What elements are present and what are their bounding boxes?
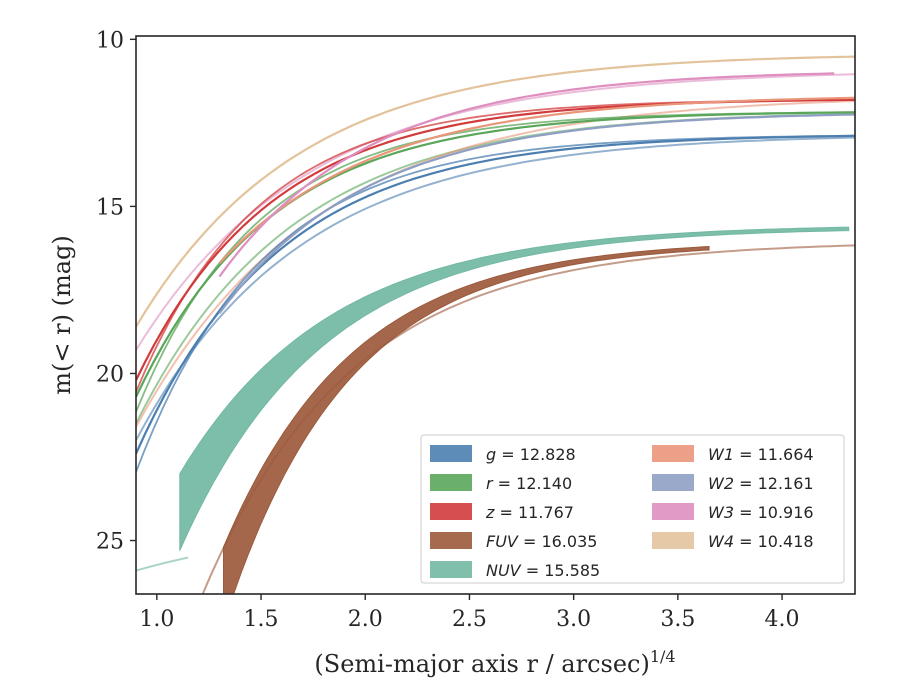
legend-frame — [420, 434, 845, 584]
legend-label-z: z = 11.767 — [485, 503, 574, 522]
y-tick-label: 10 — [96, 28, 124, 53]
x-tick-label: 4.0 — [765, 607, 800, 632]
legend-swatch-w1 — [652, 445, 694, 462]
series-line-w1 — [218, 96, 855, 264]
series-line-w3 — [218, 72, 835, 278]
legend-swatch-w2 — [652, 474, 694, 491]
legend: g = 12.828 r = 12.140 z = 11.767 FUV = 16.0… — [420, 434, 845, 584]
y-axis-label: m(< r) (mag) — [48, 235, 76, 394]
legend-label-w3: W3 = 10.916 — [708, 503, 814, 522]
legend-label-w2: W2 = 12.161 — [708, 474, 814, 493]
extension-curve-w3 — [136, 73, 855, 351]
extension-curve-w1 — [136, 100, 855, 428]
legend-swatch-nuv — [430, 561, 472, 578]
legend-swatch-w3 — [652, 503, 694, 520]
series-line-w4 — [136, 55, 855, 328]
series-band-nuv — [179, 226, 850, 551]
legend-label-g: g = 12.828 — [486, 445, 576, 464]
x-axis-label: (Semi-major axis r / arcsec)1/4 — [314, 647, 675, 678]
legend-label-fuv: FUV = 16.035 — [486, 532, 597, 551]
x-tick-label: 2.5 — [452, 607, 487, 632]
series-line-r-alt — [136, 111, 855, 413]
y-tick-label: 20 — [96, 362, 124, 387]
series-layer — [136, 55, 855, 594]
legend-label-nuv: NUV = 15.585 — [486, 561, 600, 580]
extension-curve-g — [136, 136, 855, 441]
series-line-g-alt — [136, 134, 855, 473]
plot-frame — [135, 35, 856, 595]
legend-label-w4: W4 = 10.418 — [708, 532, 814, 551]
x-axis-ticks: 1.0 1.5 2.0 2.5 3.0 3.5 4.0 — [139, 594, 800, 632]
x-tick-label: 3.5 — [660, 607, 695, 632]
legend-swatch-g — [430, 445, 472, 462]
x-axis-label-superscript: 1/4 — [650, 647, 676, 666]
extension-curve-r — [136, 112, 855, 425]
legend-label-r: r = 12.140 — [486, 474, 572, 493]
extension-curve-nuv — [136, 556, 189, 572]
legend-label-w1: W1 = 11.664 — [708, 445, 814, 464]
series-band-fuv — [223, 245, 710, 594]
y-axis-ticks: 10 15 20 25 — [96, 28, 136, 555]
x-tick-label: 1.0 — [139, 607, 174, 632]
x-tick-label: 1.5 — [244, 607, 279, 632]
y-tick-label: 25 — [96, 530, 124, 555]
legend-swatch-r — [430, 474, 472, 491]
legend-swatch-w4 — [652, 532, 694, 549]
y-tick-label: 15 — [96, 195, 124, 220]
series-line-w2 — [218, 113, 855, 314]
legend-swatch-z — [430, 503, 472, 520]
legend-swatch-fuv — [430, 532, 472, 549]
x-tick-label: 3.0 — [556, 607, 591, 632]
x-tick-label: 2.0 — [348, 607, 383, 632]
